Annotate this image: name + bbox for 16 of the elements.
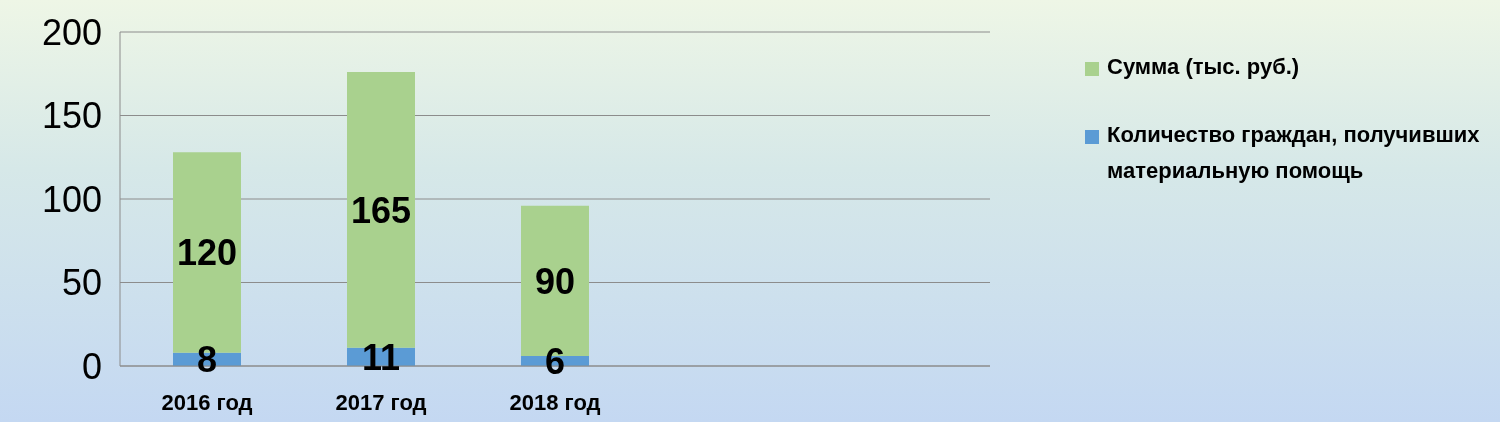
data-label: 6: [544, 340, 566, 382]
data-label: 90: [534, 260, 576, 302]
data-label: 8: [196, 339, 218, 381]
legend-label: Количество граждан, получивших материальную помощь: [1107, 121, 1481, 185]
legend-label: Сумма (тыс. руб.): [1107, 53, 1301, 81]
y-tick-label: 100: [41, 178, 102, 220]
data-label: 120: [176, 232, 238, 274]
x-tick-label: 2018 год: [509, 389, 601, 415]
data-label: 11: [361, 336, 401, 378]
y-tick-label: 50: [61, 262, 102, 304]
data-label: 165: [350, 189, 412, 231]
x-tick-label: 2017 год: [335, 389, 427, 415]
y-tick-label: 200: [41, 11, 102, 53]
x-tick-label: 2016 год: [161, 389, 253, 415]
y-tick-label: 0: [81, 345, 102, 387]
y-tick-label: 150: [41, 95, 102, 137]
